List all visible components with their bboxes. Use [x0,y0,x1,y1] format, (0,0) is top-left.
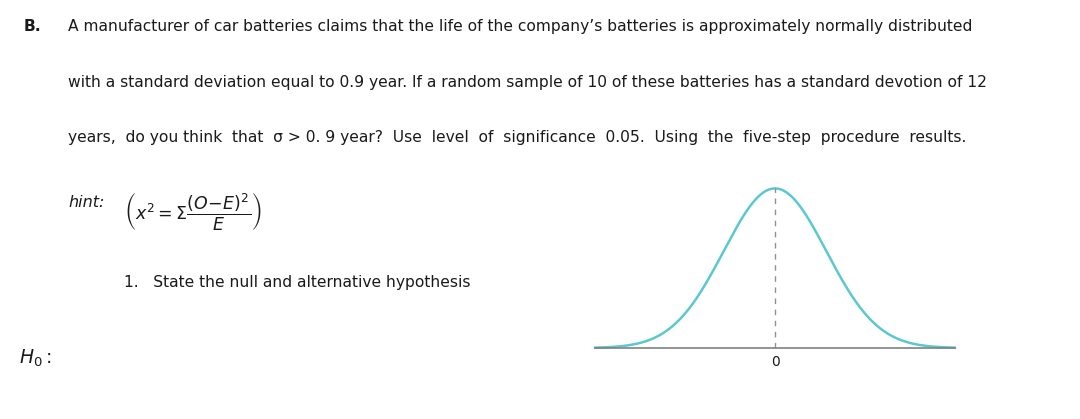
Text: 0: 0 [771,355,780,369]
Text: hint:: hint: [68,195,105,210]
Text: A manufacturer of car batteries claims that the life of the company’s batteries : A manufacturer of car batteries claims t… [68,19,972,34]
Text: years,  do you think  that  σ > 0. 9 year?  Use  level  of  significance  0.05. : years, do you think that σ > 0. 9 year? … [68,130,967,145]
Text: 1.   State the null and alternative hypothesis: 1. State the null and alternative hypoth… [124,275,471,290]
Text: with a standard deviation equal to 0.9 year. If a random sample of 10 of these b: with a standard deviation equal to 0.9 y… [68,75,987,90]
Text: $\left(x^2 = \Sigma\dfrac{(O\!-\!E)^2}{E}\right)$: $\left(x^2 = \Sigma\dfrac{(O\!-\!E)^2}{E… [124,191,261,232]
Text: B.: B. [24,19,41,34]
Text: $H_0:$: $H_0:$ [19,348,52,370]
